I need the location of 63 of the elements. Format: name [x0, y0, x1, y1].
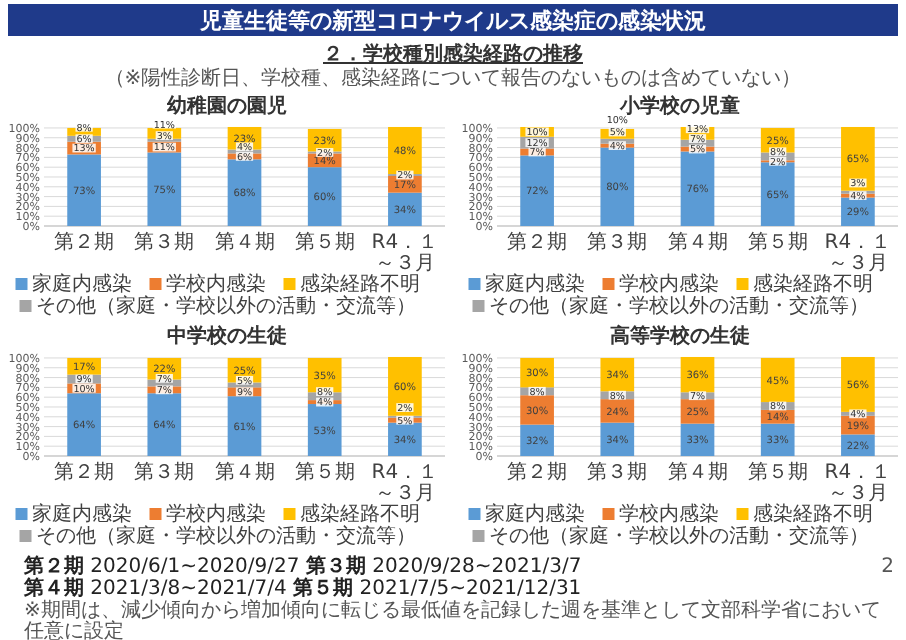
x-tick-label: 第４期	[667, 460, 728, 484]
bar	[760, 162, 795, 226]
x-tick-label: 第４期	[214, 460, 275, 484]
x-tick-label: 第２期	[54, 230, 115, 254]
chart-title: 中学校の生徒	[166, 324, 287, 348]
x-tick-label: 第３期	[587, 230, 648, 254]
text: （※陽性診断日、学校種、感染経路について報告のないものは含めていない）	[104, 66, 802, 90]
bar	[307, 404, 342, 456]
x-tick-label: 第５期	[747, 460, 808, 484]
x-tick-label: 第２期	[507, 230, 568, 254]
bar	[147, 393, 182, 456]
legend-label: 学校内感染	[165, 502, 266, 526]
legend-label: 家庭内感染	[31, 272, 132, 296]
x-tick-label: 第５期	[747, 230, 808, 254]
x-tick-label: 第３期	[587, 460, 648, 484]
x-tick-label: R4．１～３月	[371, 462, 439, 505]
legend-label: 家庭内感染	[31, 502, 132, 526]
x-tick-label: 第４期	[667, 230, 728, 254]
bar	[760, 357, 795, 403]
bar	[841, 356, 875, 412]
text: 第２期 2020/6/1~2020/9/27 第３期 2020/9/28~2021/3/7	[22, 554, 582, 578]
legend-label: 感染経路不明	[752, 502, 873, 526]
x-tick-label: R4．１～３月	[824, 462, 892, 505]
bar	[147, 152, 182, 226]
x-tick-label: 第３期	[134, 460, 195, 484]
legend-label: 家庭内感染	[484, 502, 585, 526]
legend-label: 感染経路不明	[299, 502, 420, 526]
legend-label: その他（家庭・学校以外の活動・交流等）	[488, 294, 869, 318]
bar	[67, 393, 101, 456]
chart-title: 高等学校の生徒	[609, 324, 750, 348]
legend-label: その他（家庭・学校以外の活動・交流等）	[35, 524, 416, 548]
legend-label: 感染経路不明	[299, 272, 420, 296]
x-tick-label: R4．１～３月	[824, 232, 892, 275]
text: 第４期 2021/3/8~2021/7/4 第５期 2021/7/5~2021/12/31	[22, 576, 582, 600]
bar	[680, 151, 715, 226]
x-tick-label: 第２期	[54, 460, 115, 484]
legend-label: 学校内感染	[618, 502, 719, 526]
chart-title: 幼稚園の園児	[164, 94, 287, 118]
bar	[520, 155, 554, 226]
legend-label: その他（家庭・学校以外の活動・交流等）	[35, 294, 416, 318]
legend-label: 感染経路不明	[752, 272, 873, 296]
bar	[227, 396, 262, 456]
text: 児童生徒等の新型コロナウイルス感染症の感染状況	[198, 8, 706, 34]
x-tick-label: R4．１～３月	[371, 232, 439, 275]
text: ２．学校種別感染経路の推移	[323, 42, 583, 66]
x-tick-label: 第５期	[294, 230, 355, 254]
chart-title: 小学校の児童	[617, 94, 740, 118]
text: ※期間は、減少傾向から増加傾向に転じる最低値を記録した週を基準として文部科学省において任意に設定	[22, 598, 881, 640]
legend-label: 学校内感染	[165, 272, 266, 296]
x-tick-label: 第２期	[507, 460, 568, 484]
bar	[67, 154, 101, 226]
x-tick-label: 第５期	[294, 460, 355, 484]
x-tick-label: 第３期	[134, 230, 195, 254]
bar	[841, 126, 875, 191]
bar	[227, 159, 262, 226]
legend-label: 家庭内感染	[484, 272, 585, 296]
legend-label: その他（家庭・学校以外の活動・交流等）	[488, 524, 869, 548]
text: 2	[881, 556, 894, 578]
legend-label: 学校内感染	[618, 272, 719, 296]
bar	[600, 147, 635, 226]
bar	[388, 356, 422, 416]
bar	[307, 167, 342, 226]
x-tick-label: 第４期	[214, 230, 275, 254]
